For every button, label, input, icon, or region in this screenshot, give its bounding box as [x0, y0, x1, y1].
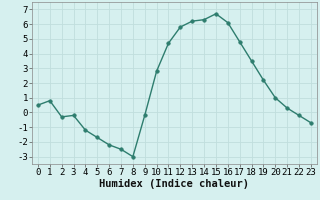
X-axis label: Humidex (Indice chaleur): Humidex (Indice chaleur) — [100, 179, 249, 189]
